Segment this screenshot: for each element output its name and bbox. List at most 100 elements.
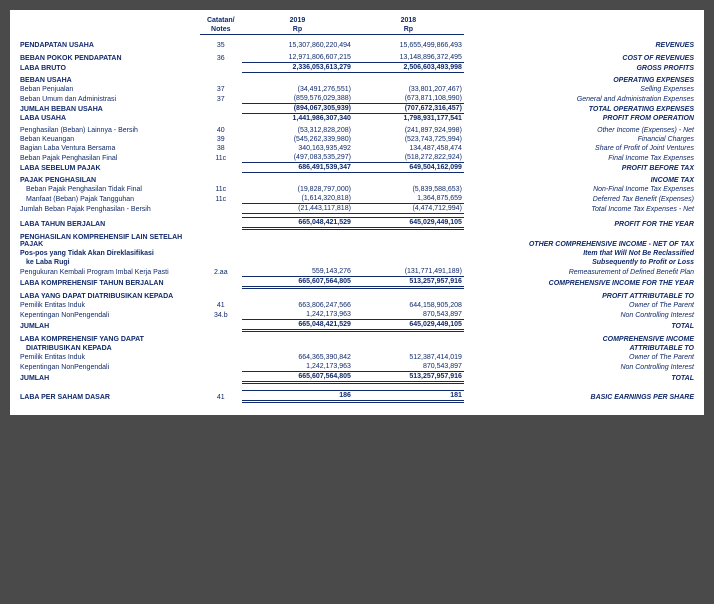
row-label: LABA SEBELUM PAJAK <box>18 163 200 173</box>
row-label-en: Remeasurement of Defined Benefit Plan <box>464 267 696 277</box>
row-label: Jumlah Beban Pajak Penghasilan - Bersih <box>18 204 200 214</box>
row-value-y1: 12,971,806,607,215 <box>242 53 353 63</box>
row-label: LABA KOMPREHENSIF TAHUN BERJALAN <box>18 277 200 288</box>
row-label: PENGHASILAN KOMPREHENSIF LAIN SETELAH PA… <box>18 233 200 249</box>
row-value-y2: (523,743,725,994) <box>353 135 464 144</box>
row-label: JUMLAH BEBAN USAHA <box>18 104 200 114</box>
row-label-en: PROFIT BEFORE TAX <box>464 163 696 173</box>
row-label: BEBAN POKOK PENDAPATAN <box>18 53 200 63</box>
row-label: DIATRIBUSIKAN KEPADA <box>18 344 200 353</box>
row-label: LABA BRUTO <box>18 63 200 73</box>
row-value-y1: 340,163,935,492 <box>242 144 353 153</box>
row-note: 38 <box>200 144 242 153</box>
row-note: 34.b <box>200 310 242 320</box>
row-label: JUMLAH <box>18 320 200 331</box>
row-note: 41 <box>200 301 242 310</box>
row-value-y1: 665,607,564,805 <box>242 372 353 383</box>
row-value-y2: 645,029,449,105 <box>353 218 464 229</box>
row-value-y2: (33,801,207,467) <box>353 85 464 94</box>
row-label-en: PROFIT FROM OPERATION <box>464 114 696 124</box>
row-value-y1: (545,262,339,980) <box>242 135 353 144</box>
row-note: 2.aa <box>200 267 242 277</box>
col-header-notes-id: Catatan/ <box>200 16 242 25</box>
row-value-y1: (1,614,320,818) <box>242 194 353 204</box>
row-label-en: REVENUES <box>464 41 696 50</box>
row-value-y1: 665,048,421,529 <box>242 218 353 229</box>
row-value-y2: 870,543,897 <box>353 310 464 320</box>
row-value-y2: 2,506,603,493,998 <box>353 63 464 73</box>
row-note: 36 <box>200 53 242 63</box>
row-label-en: Share of Profit of Joint Ventures <box>464 144 696 153</box>
col-header-year2: 2018 <box>353 16 464 25</box>
row-value-y1: (21,443,117,818) <box>242 204 353 214</box>
row-label: Kepentingan NonPengendali <box>18 310 200 320</box>
row-value-y2: 649,504,162,099 <box>353 163 464 173</box>
row-value-y1: 1,242,173,963 <box>242 362 353 372</box>
row-value-y1: 664,365,390,842 <box>242 353 353 362</box>
row-label-en: Subsequently to Profit or Loss <box>464 258 696 267</box>
row-label-en: COMPREHENSIVE INCOME FOR THE YEAR <box>464 277 696 288</box>
row-note: 11c <box>200 185 242 194</box>
row-label-en: COST OF REVENUES <box>464 53 696 63</box>
row-label: LABA KOMPREHENSIF YANG DAPAT <box>18 335 200 344</box>
row-note: 37 <box>200 85 242 94</box>
row-value-y2: 1,798,931,177,541 <box>353 114 464 124</box>
row-label-en: Non Controlling Interest <box>464 362 696 372</box>
row-label: Pemilik Entitas Induk <box>18 353 200 362</box>
row-value-y2: (4,474,712,994) <box>353 204 464 214</box>
row-label-en: TOTAL <box>464 372 696 383</box>
row-label: PAJAK PENGHASILAN <box>18 176 200 185</box>
row-label-en: COMPREHENSIVE INCOME <box>464 335 696 344</box>
row-value-y1: 665,607,564,805 <box>242 277 353 288</box>
row-label: JUMLAH <box>18 372 200 383</box>
row-label: Kepentingan NonPengendali <box>18 362 200 372</box>
row-value-y1: 15,307,860,220,494 <box>242 41 353 50</box>
row-label-en: Other Income (Expenses) - Net <box>464 126 696 135</box>
row-value-y1: 1,242,173,963 <box>242 310 353 320</box>
row-value-y1: 186 <box>242 391 353 402</box>
row-label-en: PROFIT ATTRIBUTABLE TO <box>464 292 696 301</box>
row-value-y1: (53,312,828,208) <box>242 126 353 135</box>
row-label: Beban Umum dan Administrasi <box>18 94 200 104</box>
row-note: 37 <box>200 94 242 104</box>
row-value-y2: 15,655,499,866,493 <box>353 41 464 50</box>
row-value-y2: (5,839,588,653) <box>353 185 464 194</box>
row-label: Beban Pajak Penghasilan Final <box>18 153 200 163</box>
row-value-y1: 665,048,421,529 <box>242 320 353 331</box>
financial-statement: Catatan/ 2019 2018 Notes Rp Rp PENDAPATA… <box>10 10 704 415</box>
row-label-en: Financial Charges <box>464 135 696 144</box>
row-label: LABA USAHA <box>18 114 200 124</box>
row-label: Pos-pos yang Tidak Akan Direklasifikasi <box>18 249 200 258</box>
row-label-en: OTHER COMPREHENSIVE INCOME - NET OF TAX <box>464 233 696 249</box>
row-note: 39 <box>200 135 242 144</box>
row-value-y1: (894,067,305,939) <box>242 104 353 114</box>
row-label-en: TOTAL <box>464 320 696 331</box>
row-label-en: OPERATING EXPENSES <box>464 76 696 85</box>
row-value-y2: 13,148,896,372,495 <box>353 53 464 63</box>
row-value-y2: 1,364,875,659 <box>353 194 464 204</box>
row-value-y2: (673,871,108,990) <box>353 94 464 104</box>
col-header-notes-en: Notes <box>200 25 242 35</box>
row-label-en: Owner of The Parent <box>464 301 696 310</box>
row-note: 35 <box>200 41 242 50</box>
row-label-en: Total Income Tax Expenses - Net <box>464 204 696 214</box>
row-label: LABA PER SAHAM DASAR <box>18 391 200 402</box>
row-value-y2: (518,272,822,924) <box>353 153 464 163</box>
row-label: Beban Pajak Penghasilan Tidak Final <box>18 185 200 194</box>
row-value-y1: (34,491,276,551) <box>242 85 353 94</box>
row-value-y1: 1,441,986,307,340 <box>242 114 353 124</box>
row-label: ke Laba Rugi <box>18 258 200 267</box>
col-header-y1-ccy: Rp <box>242 25 353 35</box>
row-note: 11c <box>200 153 242 163</box>
row-value-y2: 181 <box>353 391 464 402</box>
row-label: LABA YANG DAPAT DIATRIBUSIKAN KEPADA <box>18 292 200 301</box>
row-value-y2: 645,029,449,105 <box>353 320 464 331</box>
row-label-en: Final Income Tax Expenses <box>464 153 696 163</box>
row-value-y1: (859,576,029,388) <box>242 94 353 104</box>
row-value-y2: 513,257,957,916 <box>353 277 464 288</box>
col-header-y2-ccy: Rp <box>353 25 464 35</box>
row-value-y2: (241,897,924,998) <box>353 126 464 135</box>
row-value-y2: 134,487,458,474 <box>353 144 464 153</box>
col-header-year1: 2019 <box>242 16 353 25</box>
row-label-en: Deferred Tax Benefit (Expenses) <box>464 194 696 204</box>
